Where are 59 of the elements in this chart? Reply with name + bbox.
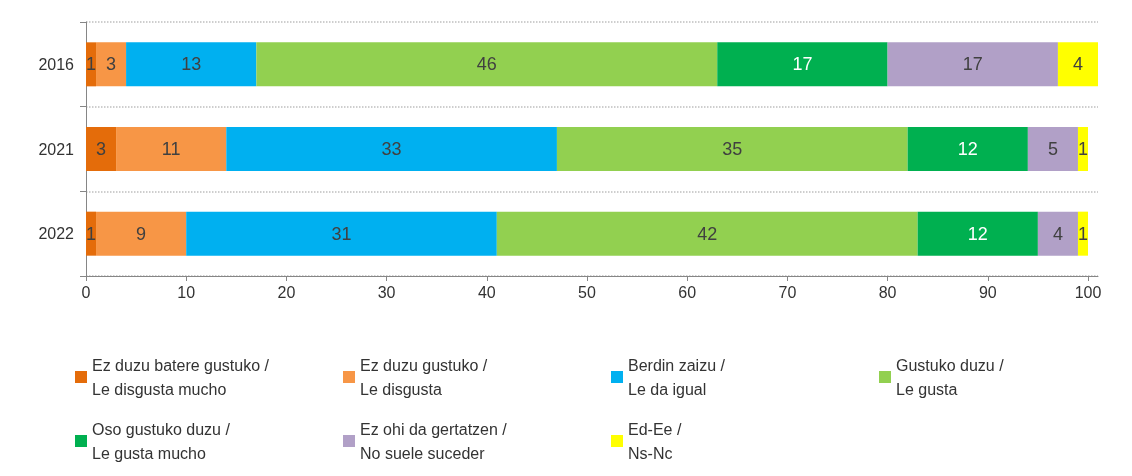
legend-label: Ez duzu gustuko / Le disgusta	[360, 356, 488, 398]
data-label: 1	[86, 54, 97, 75]
bar	[1037, 211, 1078, 256]
data-label: 5	[1047, 139, 1058, 159]
data-label: 31	[331, 223, 352, 244]
data-label: 33	[381, 139, 402, 159]
data-label: 4	[1052, 223, 1063, 244]
legend-label: Berdin zaizu / Le da igual	[628, 356, 726, 398]
x-tick-label: 70	[778, 283, 797, 301]
data-label: 3	[96, 139, 107, 159]
y-tick-label: 2021	[38, 140, 75, 158]
y-tick-label: 2022	[38, 225, 75, 243]
bar	[96, 42, 127, 87]
bar	[256, 42, 718, 87]
legend-label: Gustuko duzu / Le gusta	[896, 356, 1005, 398]
data-label: 17	[962, 54, 983, 75]
legend-label: Oso gustuko duzu / Le gusta mucho	[92, 420, 231, 462]
bar	[556, 126, 908, 172]
data-label: 17	[792, 54, 813, 75]
bar	[717, 42, 888, 87]
y-tick-label: 2016	[38, 55, 75, 73]
data-label: 12	[967, 223, 988, 244]
bar	[116, 126, 227, 172]
data-label: 9	[136, 223, 147, 244]
bar	[96, 211, 187, 256]
x-tick-label: 10	[177, 283, 196, 301]
bar	[1027, 126, 1078, 172]
x-tick-label: 80	[878, 283, 897, 301]
bar	[86, 126, 117, 172]
x-tick-label: 40	[477, 283, 496, 301]
bar	[1057, 42, 1098, 87]
legend-label: Ed-Ee / Ns-Nc	[628, 420, 682, 462]
data-label: 11	[161, 139, 181, 159]
data-label: 1	[1077, 223, 1088, 244]
x-tick-label: 60	[678, 283, 697, 301]
legend-label: Ez ohi da gertatzen / No suele suceder	[360, 420, 508, 462]
bar	[917, 211, 1038, 256]
bar	[887, 42, 1058, 87]
data-label: 4	[1072, 54, 1083, 75]
bar	[496, 211, 918, 256]
bar	[226, 126, 557, 172]
x-tick-label: 100	[1074, 283, 1102, 301]
legend-label: Ez duzu batere gustuko / Le disgusta mucho	[92, 356, 270, 398]
bar	[186, 211, 497, 256]
bar	[126, 42, 257, 87]
x-tick-label: 20	[277, 283, 296, 301]
x-tick-label: 0	[81, 283, 91, 301]
x-tick-label: 50	[578, 283, 596, 301]
data-label: 12	[957, 139, 978, 159]
data-label: 1	[86, 223, 97, 244]
data-label: 13	[181, 54, 202, 75]
x-tick-label: 90	[978, 283, 997, 301]
data-label: 1	[1077, 139, 1088, 159]
data-label: 35	[722, 139, 743, 159]
bar	[907, 126, 1028, 172]
x-tick-label: 30	[377, 283, 396, 301]
data-label: 42	[697, 223, 718, 244]
data-label: 3	[106, 54, 117, 75]
data-label: 46	[476, 54, 497, 75]
